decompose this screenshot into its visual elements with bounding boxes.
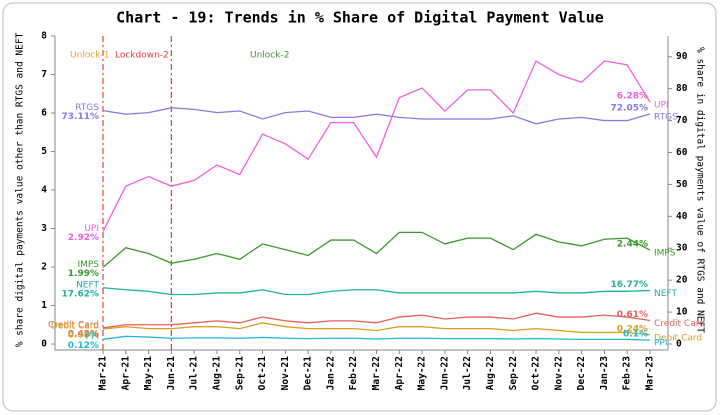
y2-tick-label: 30 bbox=[676, 243, 688, 254]
y2-tick-label: 40 bbox=[676, 211, 688, 222]
x-tick-label: Mar-22 bbox=[371, 356, 382, 390]
series-name: Credit Card bbox=[654, 319, 705, 329]
series-line bbox=[102, 312, 651, 329]
y2-tick-label: 90 bbox=[676, 51, 688, 62]
x-tick-label: May-21 bbox=[143, 356, 154, 391]
series-line bbox=[102, 287, 651, 296]
x-tick-label: Mar-21 bbox=[98, 356, 109, 391]
y-tick-label: 8 bbox=[41, 31, 47, 42]
series-name: IMPS bbox=[77, 260, 99, 270]
value-label: 2.44% bbox=[617, 240, 648, 250]
x-tick-label: Dec-22 bbox=[576, 356, 587, 390]
x-tick-label: Jul-22 bbox=[462, 356, 473, 390]
series-name: RTGS bbox=[75, 103, 99, 113]
x-tick-label: Sep-21 bbox=[234, 356, 245, 391]
series-line bbox=[102, 322, 651, 336]
series-name: PPI bbox=[654, 339, 668, 349]
y-tick-label: 2 bbox=[41, 262, 47, 273]
value-label: 2.92% bbox=[68, 233, 99, 243]
x-tick-label: Jun-21 bbox=[166, 356, 177, 391]
series-name: PPI bbox=[85, 332, 99, 342]
series-line bbox=[102, 231, 651, 268]
annotation: Lockdown-2 bbox=[115, 51, 169, 61]
y-tick-label: 0 bbox=[41, 339, 47, 350]
y2-tick-label: 20 bbox=[676, 275, 688, 286]
value-label: 0.42% bbox=[68, 329, 99, 339]
series-name: NEFT bbox=[76, 280, 99, 290]
x-tick-label: Feb-22 bbox=[348, 356, 359, 390]
value-label: 17.62% bbox=[62, 289, 100, 299]
y-axis-label: % share digital payments value other tha… bbox=[15, 32, 26, 347]
series-line bbox=[102, 335, 651, 341]
series-name: Debit Card bbox=[654, 333, 702, 343]
x-tick-label: Jan-23 bbox=[599, 356, 610, 391]
x-tick-label: Nov-21 bbox=[280, 356, 291, 391]
series-name: NEFT bbox=[654, 289, 677, 299]
value-label: 0.61% bbox=[617, 310, 648, 320]
chart-title: Chart - 19: Trends in % Share of Digital… bbox=[116, 9, 604, 27]
x-tick-label: Jan-22 bbox=[325, 356, 336, 390]
series-name: IMPS bbox=[654, 249, 676, 259]
y-tick-label: 5 bbox=[41, 146, 47, 157]
y2-tick-label: 60 bbox=[676, 147, 688, 158]
y2-tick-label: 50 bbox=[676, 179, 688, 190]
x-tick-label: Jun-22 bbox=[439, 356, 450, 390]
series-line bbox=[102, 60, 651, 232]
y2-tick-label: 80 bbox=[676, 83, 688, 94]
x-tick-label: Nov-22 bbox=[553, 356, 564, 390]
annotation: Unlock-1 bbox=[70, 51, 109, 61]
x-tick-label: Jul-21 bbox=[189, 356, 200, 391]
y-tick-label: 7 bbox=[41, 69, 47, 80]
value-label: 73.11% bbox=[62, 112, 100, 122]
value-label: 0.24% bbox=[617, 324, 648, 334]
value-label: 0.1% bbox=[623, 330, 648, 340]
series-name: RTGS bbox=[654, 113, 678, 123]
y2-axis-label: % share in digital payments value of RTG… bbox=[695, 47, 706, 333]
x-tick-label: Feb-23 bbox=[622, 356, 633, 391]
y2-tick-label: 10 bbox=[676, 307, 688, 318]
y-tick-label: 1 bbox=[41, 300, 47, 311]
series-name: Credit Card bbox=[48, 320, 99, 330]
y2-tick-label: 0 bbox=[676, 339, 682, 350]
x-tick-label: Oct-21 bbox=[257, 356, 268, 391]
x-tick-label: Oct-22 bbox=[531, 356, 542, 390]
value-label: 16.77% bbox=[611, 280, 649, 290]
y-tick-label: 4 bbox=[41, 185, 47, 196]
x-tick-label: Mar-23 bbox=[645, 356, 656, 391]
value-label: 6.28% bbox=[617, 92, 648, 102]
series-name: UPI bbox=[654, 101, 669, 111]
x-tick-label: Aug-22 bbox=[485, 356, 496, 390]
value-label: 0.12% bbox=[68, 341, 99, 351]
x-tick-label: May-22 bbox=[417, 356, 428, 390]
x-tick-label: Sep-22 bbox=[508, 356, 519, 390]
y-tick-label: 3 bbox=[41, 223, 47, 234]
value-label: 0.39% bbox=[68, 330, 99, 340]
y2-tick-label: 70 bbox=[676, 115, 688, 126]
value-label: 1.99% bbox=[68, 269, 99, 279]
x-tick-label: Dec-21 bbox=[303, 356, 314, 391]
x-tick-label: Apr-21 bbox=[120, 356, 131, 391]
x-tick-label: Apr-22 bbox=[394, 356, 405, 390]
y-tick-label: 6 bbox=[41, 108, 47, 119]
series-name: Debit Card bbox=[51, 321, 99, 331]
x-tick-label: Aug-21 bbox=[211, 356, 222, 391]
series-name: UPI bbox=[84, 224, 99, 234]
series-line bbox=[102, 107, 651, 125]
value-label: 72.05% bbox=[611, 104, 649, 114]
annotation: Unlock-2 bbox=[250, 51, 289, 61]
